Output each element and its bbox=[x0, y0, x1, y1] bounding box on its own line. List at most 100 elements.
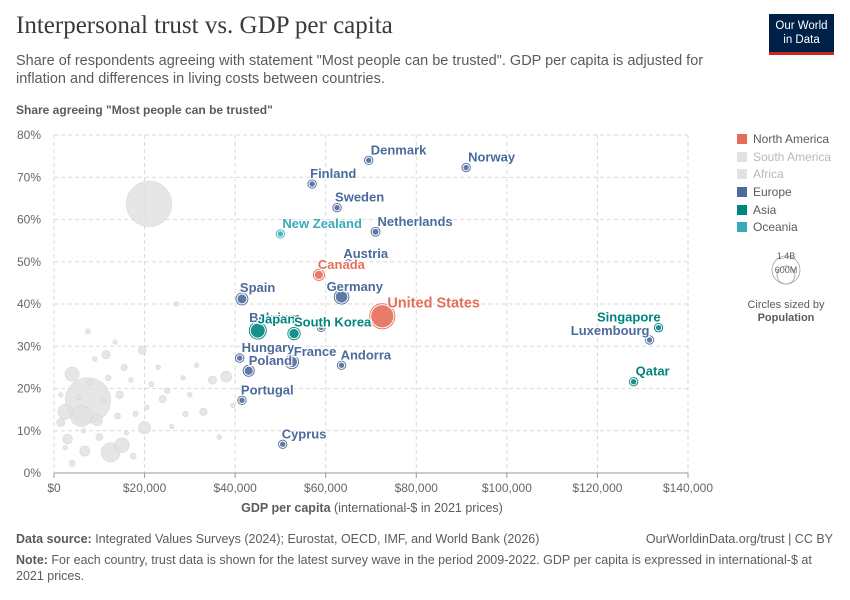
y-tick-label: 40% bbox=[17, 297, 41, 311]
data-point[interactable] bbox=[68, 459, 76, 467]
x-axis-ticks: $0 $20,000 $40,000 $60,000 $80,000 $100,000 $1… bbox=[47, 472, 713, 495]
y-tick-label: 70% bbox=[17, 170, 41, 184]
data-point[interactable] bbox=[235, 354, 244, 362]
data-point[interactable] bbox=[79, 445, 91, 457]
data-point[interactable] bbox=[462, 163, 470, 172]
data-point[interactable] bbox=[114, 437, 130, 453]
data-point[interactable] bbox=[92, 356, 98, 362]
data-point[interactable] bbox=[123, 430, 130, 436]
y-tick-label: 50% bbox=[17, 255, 41, 269]
data-point[interactable] bbox=[208, 375, 217, 385]
legend-item-europe[interactable]: Europe bbox=[737, 183, 847, 201]
x-tick-label: $20,000 bbox=[123, 481, 167, 495]
point-label: Spain bbox=[240, 280, 275, 295]
data-point[interactable] bbox=[126, 180, 173, 227]
point-label: France bbox=[294, 344, 337, 359]
data-point[interactable] bbox=[308, 180, 316, 188]
data-point[interactable] bbox=[58, 392, 64, 398]
data-point[interactable] bbox=[370, 304, 395, 329]
data-source: Data source: Integrated Values Surveys (… bbox=[16, 532, 539, 546]
legend-item-africa[interactable]: Africa bbox=[737, 165, 847, 183]
owid-logo[interactable]: Our World in Data bbox=[769, 14, 834, 55]
point-label: Germany bbox=[327, 279, 384, 294]
data-point[interactable] bbox=[62, 434, 73, 445]
data-point[interactable] bbox=[56, 417, 66, 427]
data-point[interactable] bbox=[313, 269, 324, 280]
chart-title: Interpersonal trust vs. GDP per capita bbox=[16, 12, 393, 39]
point-label: Luxembourg bbox=[571, 323, 650, 338]
data-point[interactable] bbox=[238, 396, 246, 405]
data-point[interactable] bbox=[276, 230, 285, 238]
note-label: Note: bbox=[16, 553, 48, 567]
data-point[interactable] bbox=[337, 361, 346, 369]
data-point[interactable] bbox=[155, 364, 161, 371]
source-url-link[interactable]: OurWorldinData.org/trust | CC BY bbox=[645, 532, 833, 546]
data-point[interactable] bbox=[120, 363, 128, 371]
data-point[interactable] bbox=[87, 379, 94, 386]
data-point-ring bbox=[629, 377, 639, 387]
data-point[interactable] bbox=[182, 410, 189, 417]
data-point[interactable] bbox=[278, 440, 287, 448]
data-point[interactable] bbox=[148, 381, 155, 388]
data-point[interactable] bbox=[334, 290, 349, 304]
data-point[interactable] bbox=[371, 227, 380, 236]
data-point[interactable] bbox=[57, 404, 73, 420]
data-point[interactable] bbox=[62, 445, 68, 451]
data-point[interactable] bbox=[115, 390, 124, 400]
data-point[interactable] bbox=[138, 346, 147, 355]
data-point[interactable] bbox=[249, 322, 266, 339]
data-point[interactable] bbox=[180, 375, 186, 381]
data-point[interactable] bbox=[199, 407, 208, 416]
point-label: Austria bbox=[343, 246, 389, 261]
data-point[interactable] bbox=[365, 156, 373, 165]
data-point[interactable] bbox=[288, 327, 300, 340]
data-point[interactable] bbox=[236, 293, 248, 305]
color-legend: North America South America Africa Europe As… bbox=[737, 130, 847, 236]
data-point[interactable] bbox=[95, 433, 104, 441]
data-point[interactable] bbox=[169, 423, 175, 430]
data-point[interactable] bbox=[128, 377, 134, 383]
legend-swatch bbox=[737, 151, 747, 162]
data-point[interactable] bbox=[220, 370, 232, 383]
data-point[interactable] bbox=[114, 412, 121, 420]
data-point[interactable] bbox=[85, 328, 91, 335]
legend-item-south-america[interactable]: South America bbox=[737, 148, 847, 166]
point-label: Belgium bbox=[249, 310, 300, 325]
data-point[interactable] bbox=[645, 336, 654, 344]
data-point[interactable] bbox=[317, 323, 325, 331]
data-point[interactable] bbox=[112, 339, 118, 345]
data-point[interactable] bbox=[230, 402, 236, 408]
data-point[interactable] bbox=[80, 428, 87, 434]
legend-item-oceania[interactable]: Oceania bbox=[737, 218, 847, 236]
data-point[interactable] bbox=[91, 414, 103, 426]
point-label: Cyprus bbox=[282, 426, 327, 441]
data-point[interactable] bbox=[243, 365, 254, 376]
data-point[interactable] bbox=[173, 301, 179, 307]
data-point[interactable] bbox=[70, 405, 93, 427]
data-point[interactable] bbox=[138, 421, 152, 435]
data-point[interactable] bbox=[144, 404, 150, 411]
data-point[interactable] bbox=[129, 452, 137, 460]
data-point[interactable] bbox=[216, 434, 223, 440]
data-point[interactable] bbox=[100, 398, 107, 405]
data-point[interactable] bbox=[285, 355, 299, 369]
chart-note: Note: For each country, trust data is sh… bbox=[16, 552, 831, 584]
data-point[interactable] bbox=[194, 362, 200, 368]
data-point[interactable] bbox=[164, 387, 171, 394]
data-point[interactable] bbox=[105, 374, 112, 382]
point-label: Finland bbox=[310, 166, 356, 181]
data-point[interactable] bbox=[101, 350, 111, 360]
legend-item-north-america[interactable]: North America bbox=[737, 130, 847, 148]
data-point[interactable] bbox=[132, 410, 139, 417]
data-point[interactable] bbox=[75, 393, 83, 401]
data-point[interactable] bbox=[64, 366, 80, 382]
point-label: Portugal bbox=[241, 382, 294, 397]
data-point[interactable] bbox=[654, 323, 663, 332]
data-point[interactable] bbox=[158, 395, 167, 403]
data-point[interactable] bbox=[333, 203, 341, 212]
data-point[interactable] bbox=[344, 260, 353, 268]
data-point-ring bbox=[316, 322, 326, 332]
legend-item-asia[interactable]: Asia bbox=[737, 201, 847, 219]
data-point[interactable] bbox=[629, 378, 638, 386]
data-point[interactable] bbox=[187, 392, 193, 398]
